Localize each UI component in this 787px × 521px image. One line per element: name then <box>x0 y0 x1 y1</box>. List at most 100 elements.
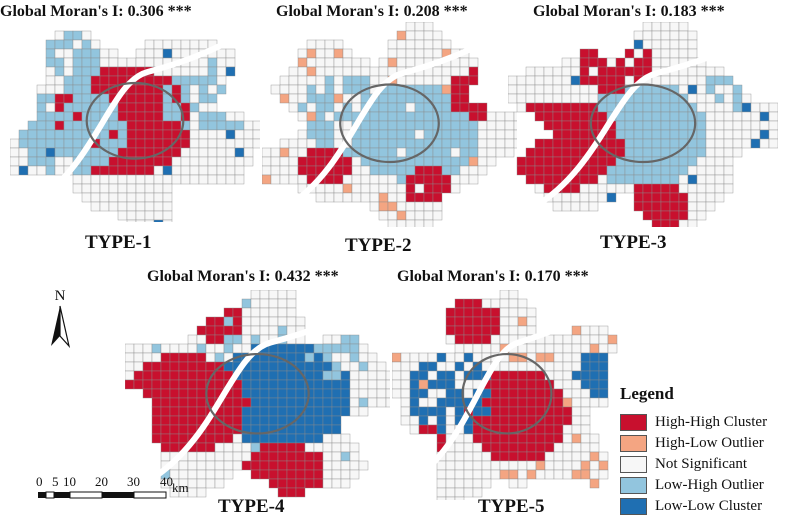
map-cell <box>286 433 297 444</box>
map-cell <box>250 442 261 453</box>
legend-label: High-High Cluster <box>655 414 768 430</box>
map-cell <box>241 460 252 471</box>
map-cell <box>36 156 47 167</box>
map-cell <box>405 102 416 113</box>
map-cell <box>90 174 101 185</box>
map-cell <box>543 102 554 113</box>
map-cell <box>189 84 200 95</box>
map-cell <box>324 174 335 185</box>
map-cell <box>436 424 447 435</box>
map-cell <box>180 39 191 50</box>
map-cell <box>151 415 162 426</box>
map-cell <box>463 316 474 327</box>
map-cell <box>313 352 324 363</box>
map-cell <box>331 406 342 417</box>
map-cell <box>714 165 725 176</box>
map-cell <box>606 174 617 185</box>
map-cell <box>705 147 716 158</box>
map-cell <box>588 93 599 104</box>
map-cell <box>387 48 398 59</box>
map-cell <box>732 138 743 149</box>
map-cell <box>358 370 369 381</box>
map-cell <box>508 370 519 381</box>
map-cell <box>454 325 465 336</box>
map-cell <box>660 138 671 149</box>
map-cell <box>10 138 20 149</box>
map-cell <box>313 424 324 435</box>
map-cell <box>90 165 101 176</box>
map-cell <box>454 298 465 309</box>
map-cell <box>306 138 317 149</box>
map-cell <box>306 66 317 77</box>
map-type2 <box>262 22 517 227</box>
map-cell <box>205 361 216 372</box>
map-cell <box>304 370 315 381</box>
map-cell <box>468 102 479 113</box>
map-cell <box>367 397 378 408</box>
map-cell <box>297 174 308 185</box>
map-cell <box>741 120 752 131</box>
map-cell <box>445 361 456 372</box>
map-cell <box>108 120 119 131</box>
map-cell <box>369 192 380 203</box>
map-cell <box>135 138 146 149</box>
map-cell <box>642 93 653 104</box>
map-cell <box>205 325 216 336</box>
map-cell <box>472 334 483 345</box>
map-cell <box>562 406 573 417</box>
map-cell <box>180 147 191 158</box>
map-cell <box>624 66 635 77</box>
map-cell <box>642 57 653 68</box>
map-cell <box>207 156 218 167</box>
map-cell <box>324 147 335 158</box>
map-cell <box>651 201 662 212</box>
map-cell <box>189 138 200 149</box>
map-cell <box>387 174 398 185</box>
map-cell <box>358 388 369 399</box>
map-cell <box>295 451 306 462</box>
map-cell <box>205 451 216 462</box>
map-cell <box>445 307 456 318</box>
map-cell <box>277 388 288 399</box>
map-cell <box>432 66 443 77</box>
map-cell <box>162 156 173 167</box>
map-cell <box>151 406 162 417</box>
map-cell <box>151 361 162 372</box>
map-cell <box>45 75 56 86</box>
map-cell <box>687 93 698 104</box>
map-cell <box>571 415 582 426</box>
map-cell <box>396 147 407 158</box>
map-cell <box>606 183 617 194</box>
map-cell <box>90 192 101 203</box>
map-cell <box>259 370 270 381</box>
map-cell <box>409 424 420 435</box>
map-cell <box>387 165 398 176</box>
map-cell <box>241 298 252 309</box>
map-cell <box>427 415 438 426</box>
legend-item-hl: High-Low Outlier <box>620 433 787 454</box>
map-cell <box>687 201 698 212</box>
map-cell <box>678 174 689 185</box>
map-cell <box>472 460 483 471</box>
map-cell <box>571 361 582 372</box>
map-cell <box>454 370 465 381</box>
map-cell <box>322 469 333 480</box>
map-cell <box>90 48 101 59</box>
map-cell <box>570 84 581 95</box>
map-cell <box>552 129 563 140</box>
map-cell <box>207 93 218 104</box>
map-cell <box>196 325 207 336</box>
map-cell <box>660 192 671 203</box>
map-cell <box>349 361 360 372</box>
map-cell <box>286 298 297 309</box>
map-cell <box>598 388 609 399</box>
map-cell <box>436 370 447 381</box>
map-cell <box>288 156 299 167</box>
map-cell <box>268 316 279 327</box>
map-cell <box>277 325 288 336</box>
map-cell <box>633 66 644 77</box>
map-cell <box>768 102 778 113</box>
map-cell <box>517 397 528 408</box>
scale-tick: 20 <box>95 474 108 489</box>
map-cell <box>54 84 65 95</box>
